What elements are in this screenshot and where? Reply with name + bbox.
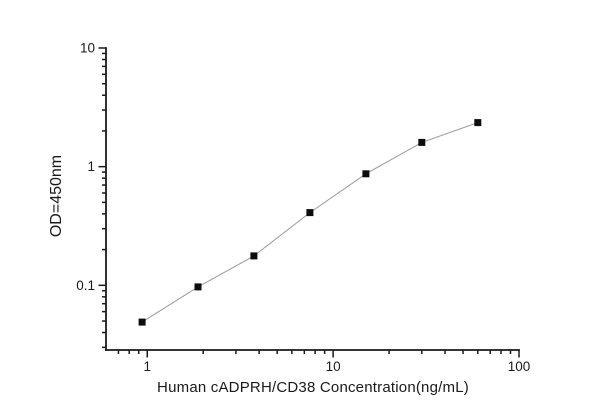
data-point-marker xyxy=(362,170,370,178)
y-tick-label: 10 xyxy=(80,41,95,56)
tick-marks xyxy=(98,47,520,358)
y-tick-label: 1 xyxy=(87,159,95,174)
y-axis-title: OD=450nm xyxy=(48,154,65,238)
y-tick-label: 0.1 xyxy=(76,278,95,293)
x-axis-title: Human cADPRH/CD38 Concentration(ng/mL) xyxy=(157,379,469,396)
x-tick-label: 1 xyxy=(143,359,151,374)
x-tick-label: 10 xyxy=(326,359,341,374)
x-tick-label: 100 xyxy=(508,359,531,374)
data-point-marker xyxy=(138,318,146,326)
data-point-marker xyxy=(194,283,202,291)
series-line xyxy=(141,122,478,323)
data-point-marker xyxy=(474,119,482,127)
data-point-marker xyxy=(250,252,258,260)
data-point-marker xyxy=(418,138,426,146)
axes xyxy=(105,47,520,351)
series-standard-curve xyxy=(138,119,482,326)
data-point-marker xyxy=(306,209,314,217)
tick-labels: 1 10 100 0.1 1 10 xyxy=(76,41,530,375)
